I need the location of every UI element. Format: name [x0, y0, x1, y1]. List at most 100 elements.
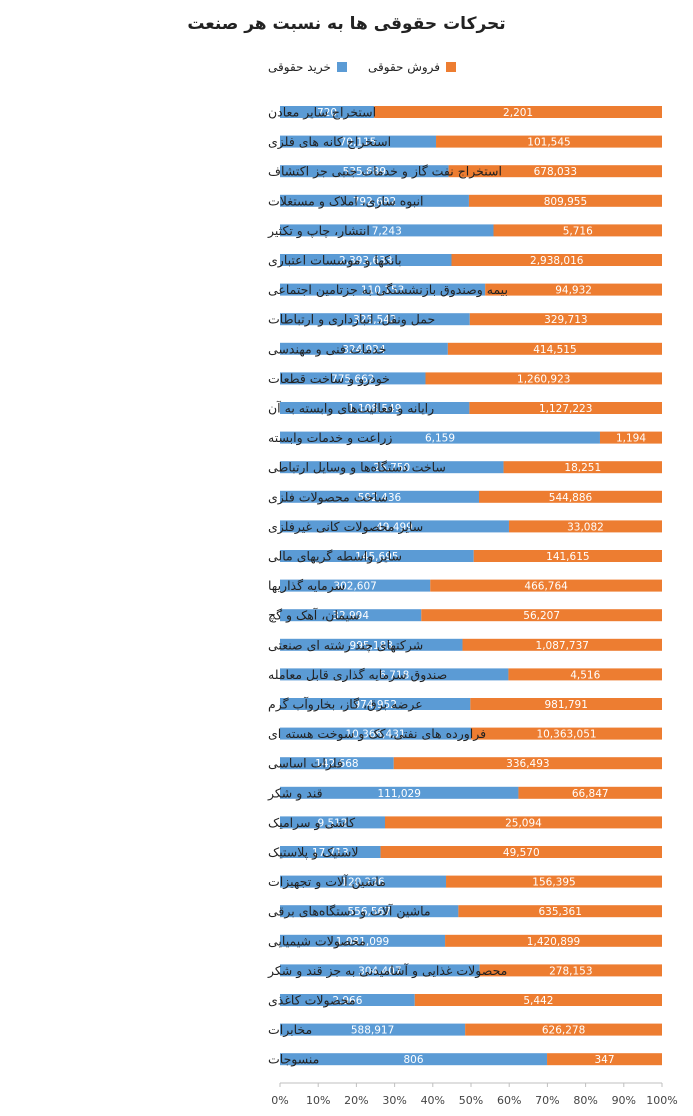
category-label: فراورده های نفتی، کک و سوخت هسته ای — [268, 726, 486, 742]
x-tick-label: 60% — [497, 1094, 521, 1107]
bar-buy — [280, 875, 447, 888]
bar-sell — [393, 757, 662, 770]
bar-sell — [468, 194, 662, 207]
bar-sell — [445, 934, 662, 947]
data-label-buy: 49,499 — [376, 521, 413, 533]
data-label-buy: 17,713 — [312, 847, 349, 859]
data-label-buy: 974,952 — [353, 699, 396, 711]
category-label: صندوق سرمایه گذاری قابل معامله — [268, 667, 447, 683]
x-tick-label: 40% — [421, 1094, 445, 1107]
bar-buy — [280, 1023, 466, 1036]
x-tick-label: 10% — [306, 1094, 330, 1107]
bar-sell — [465, 1023, 662, 1036]
legend-item-sell: فروش حقوقی — [368, 58, 457, 76]
data-label-buy: 535,689 — [343, 166, 386, 178]
bar-sell — [447, 342, 662, 355]
category-label: حمل ونقل، انبارداری و ارتباطات — [268, 312, 435, 328]
data-label-buy: 9,512 — [317, 817, 347, 829]
category-label: استخراج کانه های فلزی — [268, 134, 391, 150]
category-label: خدمات فنی و مهندسی — [268, 341, 386, 357]
bar-buy — [280, 106, 375, 118]
data-label-sell: 544,886 — [549, 492, 593, 504]
data-label-buy: 775,662 — [331, 373, 374, 385]
category-label: محصولات کاغذی — [268, 993, 356, 1009]
bar-sell — [503, 461, 662, 474]
bar-buy — [280, 402, 470, 414]
category-label: استخراج نفت گاز و خدمات جنبی جز اکتشاف — [268, 164, 502, 180]
data-label-buy: 1,108,549 — [348, 403, 401, 415]
bar-sell — [518, 786, 662, 799]
data-label-sell: 347 — [594, 1054, 614, 1066]
bar-buy — [280, 934, 446, 947]
legend-swatch-sell — [446, 62, 457, 72]
data-label-buy: 142,668 — [315, 758, 358, 770]
data-label-sell: 56,207 — [523, 610, 560, 622]
x-tick-label: 30% — [382, 1094, 406, 1107]
bar-buy — [280, 283, 486, 296]
bar-sell — [451, 254, 662, 266]
data-label-sell: 626,278 — [542, 1025, 585, 1037]
data-label-sell: 414,515 — [533, 344, 576, 356]
data-label-buy: 720 — [317, 107, 337, 119]
bar-buy — [280, 905, 459, 918]
bar-sell — [473, 550, 662, 562]
bar-buy — [280, 224, 494, 237]
data-label-sell: 4,516 — [570, 669, 600, 681]
data-label-sell: 2,201 — [503, 107, 533, 119]
bar-sell — [479, 964, 662, 977]
data-label-sell: 5,442 — [523, 995, 553, 1007]
bar-sell — [414, 994, 662, 1006]
data-label-buy: 2,393,633 — [339, 255, 392, 267]
bar-sell — [478, 490, 662, 503]
data-label-sell: 94,932 — [555, 285, 592, 297]
category-label: محصولات غذایی و آشامیدنی به جز قند و شکر — [267, 963, 507, 979]
bar-sell — [384, 816, 662, 829]
data-label-sell: 101,545 — [527, 137, 570, 149]
category-label: عرضه برق، گاز، بخاروآب گرم — [268, 697, 423, 713]
data-label-buy: 556,567 — [347, 906, 390, 918]
bar-buy — [280, 786, 519, 799]
category-label: بیمه وصندوق بازنشستگی به جزتامین اجتماعی — [268, 282, 508, 298]
data-label-buy: 111,029 — [378, 788, 421, 800]
bar-sell — [421, 609, 662, 622]
data-label-buy: 995,183 — [350, 640, 393, 652]
bar-sell — [380, 846, 662, 858]
category-label: منسوجات — [268, 1052, 319, 1068]
data-label-sell: 141,615 — [546, 551, 589, 563]
bar-buy — [280, 609, 422, 622]
data-label-sell: 66,847 — [572, 788, 609, 800]
x-tick-label: 50% — [459, 1094, 483, 1107]
bar-buy — [280, 372, 426, 385]
bar-sell — [374, 106, 662, 118]
data-label-buy: 6,718 — [379, 669, 409, 681]
bar-buy — [280, 727, 472, 740]
bar-buy — [280, 698, 471, 710]
bar-buy — [280, 165, 449, 178]
bar-buy — [280, 135, 437, 148]
bar-sell — [470, 698, 662, 710]
category-label: خودرو و ساخت قطعات — [268, 371, 390, 387]
data-label-buy: 25,750 — [373, 462, 410, 474]
bar-sell — [425, 372, 662, 385]
legend-swatch-buy — [336, 62, 347, 72]
category-label: سایر محصولات کانی غیرفلزی — [268, 519, 423, 535]
bar-buy — [280, 757, 394, 770]
data-label-buy: 6,159 — [425, 433, 455, 445]
data-label-sell: 10,363,051 — [536, 729, 596, 741]
data-label-buy: 792,692 — [353, 196, 396, 208]
x-tick-label: 90% — [612, 1094, 636, 1107]
x-tick-label: 100% — [646, 1094, 677, 1107]
bar-sell — [446, 875, 662, 888]
category-label: لاستیک و پلاستیک — [268, 845, 358, 861]
data-label-buy: 325,542 — [353, 314, 396, 326]
bar-buy — [280, 431, 600, 444]
bar-sell — [493, 224, 662, 237]
category-label: ساخت محصولات فلزی — [268, 489, 388, 505]
bar-sell — [448, 165, 662, 178]
data-label-sell: 33,082 — [567, 521, 604, 533]
data-label-buy: 304,407 — [358, 965, 401, 977]
bar-buy — [280, 520, 509, 533]
x-tick-label: 80% — [573, 1094, 597, 1107]
category-label: شرکتهای چند رشته ای صنعتی — [268, 637, 423, 653]
